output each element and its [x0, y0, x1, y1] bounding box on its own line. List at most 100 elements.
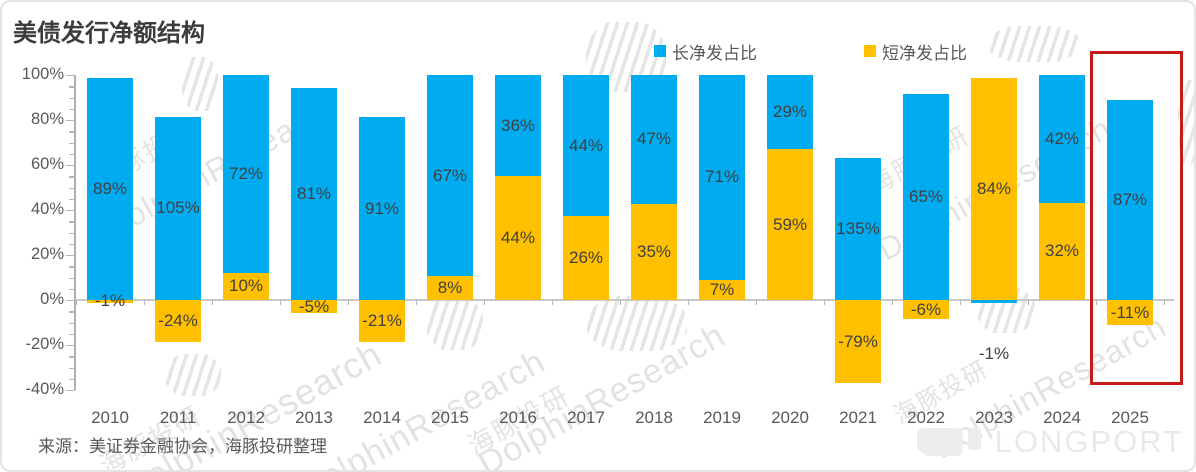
- bar-label-long-2017: 44%: [568, 135, 604, 155]
- bar-segment-long-2011: [155, 116, 201, 300]
- x-axis-line: [75, 299, 1174, 301]
- bar-segment-short-2021: [835, 300, 881, 384]
- legend-label-short: 短净发占比: [882, 43, 967, 63]
- x-tick-label-2022: 2022: [907, 408, 945, 427]
- bar-label-long-2022: 65%: [908, 187, 944, 206]
- y-axis-tick: [69, 378, 75, 381]
- y-axis-line: [74, 75, 76, 390]
- bar-segment-short-2020: [767, 149, 813, 300]
- bar-label-long-2010: 89%: [92, 178, 128, 198]
- legend-swatch-long: [654, 45, 666, 57]
- bar-segment-long-2010: [87, 77, 133, 300]
- y-axis-tick: [69, 131, 75, 133]
- bar-segment-short-2018: [631, 203, 677, 300]
- y-tick-label--40: -40%: [25, 379, 64, 398]
- y-axis-tick: [69, 232, 75, 234]
- bar-label-short-2020: 59%: [772, 214, 808, 234]
- watermark-stripes-6: [587, 296, 687, 351]
- x-axis-tick: [552, 300, 554, 305]
- x-tick-label-2015: 2015: [431, 408, 469, 427]
- y-axis-tick: [69, 288, 75, 291]
- y-tick-label-20: 20%: [30, 244, 64, 263]
- bar-label-long-2024: 42%: [1044, 128, 1080, 148]
- bar-label-long-2014: 91%: [364, 198, 400, 218]
- y-axis-tick: [69, 142, 75, 144]
- bar-segment-short-2014: [359, 300, 405, 343]
- y-axis-tick: [66, 300, 75, 302]
- x-tick-label-2016: 2016: [499, 408, 537, 427]
- bar-segment-long-2021: [835, 158, 881, 300]
- x-axis-tick: [144, 300, 146, 305]
- y-axis-tick: [69, 277, 75, 279]
- bar-label-long-2011: 105%: [156, 198, 200, 218]
- x-axis-tick: [348, 300, 350, 305]
- x-axis-tick: [280, 300, 282, 305]
- bar-label-short-2012: 10%: [228, 276, 264, 296]
- y-axis-tick: [66, 390, 75, 392]
- bar-label-long-2013: 81%: [296, 184, 332, 204]
- longport-bubble-icon: [916, 428, 963, 456]
- bar-segment-short-2019: [699, 279, 745, 300]
- bar-label-long-2018: 47%: [636, 129, 672, 149]
- longport-block-icon: [967, 428, 981, 450]
- bar-label-short-2010: -1%: [94, 291, 126, 311]
- bar-label-short-2015: 8%: [437, 278, 463, 297]
- bar-segment-short-2010: [87, 300, 133, 303]
- x-tick-label-2023: 2023: [975, 408, 1013, 427]
- y-axis-tick: [69, 187, 75, 189]
- bar-segment-long-2019: [699, 75, 745, 280]
- bar-segment-short-2011: [155, 300, 201, 342]
- bar-segment-long-2015: [427, 75, 473, 276]
- x-tick-label-2014: 2014: [363, 408, 401, 427]
- y-axis-tick: [66, 165, 75, 167]
- bar-segment-short-2025: [1107, 300, 1153, 326]
- bar-segment-long-2020: [767, 75, 813, 150]
- x-axis-tick: [892, 300, 894, 305]
- bar-segment-long-2022: [903, 94, 949, 300]
- watermark-stripes-5: [427, 298, 483, 350]
- bar-segment-long-2014: [359, 117, 405, 300]
- x-tick-label-2019: 2019: [703, 408, 741, 427]
- bar-label-short-2023: 84%: [976, 178, 1012, 198]
- bar-label-short-2014: -21%: [362, 311, 402, 331]
- y-tick-label-100: 100%: [21, 64, 64, 83]
- x-axis-tick: [688, 300, 690, 305]
- bar-label-short-2024: 32%: [1044, 241, 1080, 261]
- y-axis-tick: [69, 198, 75, 201]
- y-axis-tick: [69, 333, 75, 336]
- chart-title: 美债发行净额结构: [13, 20, 205, 47]
- x-axis-tick: [620, 300, 622, 305]
- bar-segment-long-2012: [223, 75, 269, 273]
- x-tick-label-2025: 2025: [1111, 408, 1149, 427]
- x-axis-tick: [484, 300, 486, 305]
- bar-label-long-2019: 71%: [704, 167, 740, 187]
- y-tick-label--20: -20%: [25, 334, 64, 353]
- x-axis-tick: [960, 300, 962, 305]
- bar-label-short-2013: -5%: [298, 296, 330, 316]
- bar-label-long-2021: 135%: [836, 219, 880, 239]
- x-axis-tick: [212, 300, 214, 305]
- bar-segment-short-2013: [291, 300, 337, 314]
- x-axis-tick: [1028, 300, 1030, 305]
- bar-segment-long-2018: [631, 75, 677, 204]
- bar-label-short-2022: -6%: [910, 299, 942, 319]
- y-axis-tick: [69, 243, 75, 246]
- bar-label-short-2018: 35%: [636, 241, 672, 261]
- legend-item-long: 长净发占比: [654, 40, 757, 63]
- watermark-stripes-3: [988, 26, 1080, 62]
- bar-label-short-2021: -79%: [838, 331, 878, 351]
- x-tick-label-2011: 2011: [159, 408, 197, 427]
- watermark-stripes-1: [182, 57, 218, 111]
- x-tick-label-2018: 2018: [635, 408, 673, 427]
- bar-segment-short-2023: [971, 77, 1017, 300]
- highlight-box-2025: [1090, 51, 1183, 385]
- brand-name: LONGPORT: [994, 424, 1184, 459]
- y-tick-label-60: 60%: [30, 154, 64, 173]
- x-axis-tick: [756, 300, 758, 305]
- source-note: 来源：美证券金融协会，海豚投研整理: [38, 437, 327, 456]
- bar-label-short-2017: 26%: [568, 248, 604, 268]
- bar-segment-short-2022: [903, 300, 949, 319]
- legend-swatch-short: [864, 45, 876, 57]
